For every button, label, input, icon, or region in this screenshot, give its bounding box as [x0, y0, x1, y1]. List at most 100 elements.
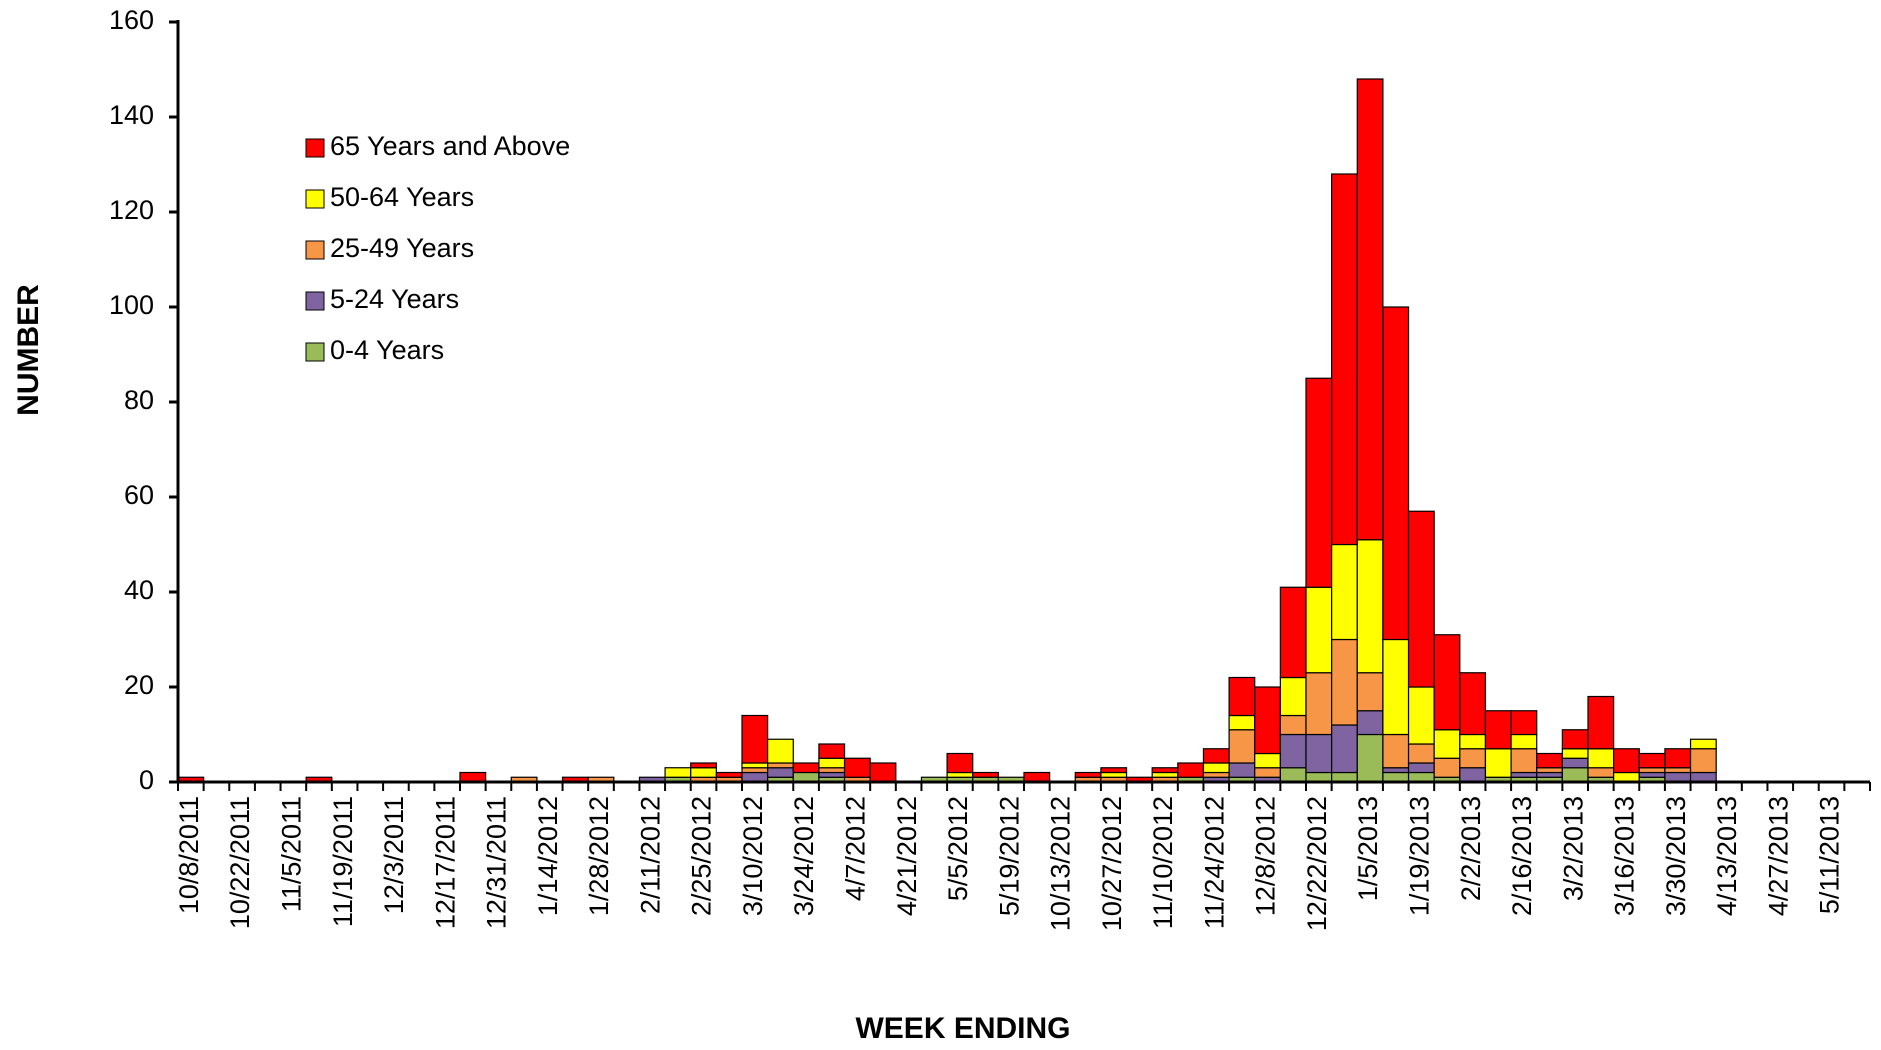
bar-segment: [1689, 748, 1717, 774]
bar-segment: [792, 762, 820, 774]
bar-segment: [1433, 757, 1461, 778]
bar-segment: [1510, 710, 1538, 736]
x-tick-label: 2/25/2012: [687, 796, 717, 916]
bar-segment: [1151, 767, 1179, 774]
bar-segment: [1561, 767, 1589, 783]
bar-segment: [1407, 686, 1435, 745]
bar-segment: [1433, 729, 1461, 759]
x-tick-label: 5/5/2012: [943, 796, 973, 901]
bar-segment: [1279, 767, 1307, 783]
bar-segment: [869, 762, 897, 783]
y-tick-label: 140: [109, 100, 154, 130]
bar-segment: [1407, 743, 1435, 764]
x-tick-label: 12/8/2012: [1251, 796, 1281, 916]
x-tick-label: 10/27/2012: [1097, 796, 1127, 931]
bar-segment: [1407, 510, 1435, 688]
bar-segment: [1356, 710, 1384, 736]
y-tick-label: 0: [139, 765, 154, 795]
bar-segment: [1510, 733, 1538, 750]
bar-segment: [1279, 714, 1307, 736]
x-tick-label: 12/17/2011: [430, 796, 460, 929]
bar-segment: [1510, 748, 1538, 774]
bar-segment: [767, 738, 794, 764]
bar-segment: [1459, 733, 1487, 750]
bar-segment: [1356, 78, 1384, 541]
bar-segment: [1202, 762, 1230, 774]
bar-segment: [1356, 539, 1384, 674]
bar-segment: [1254, 752, 1281, 769]
bar-segment: [715, 771, 743, 778]
bar-segment: [1459, 672, 1487, 736]
bar-segment: [1587, 767, 1615, 778]
bar-segment: [1664, 767, 1692, 774]
bar-segment: [1536, 752, 1563, 769]
bar-segment: [843, 757, 871, 778]
bar-segment: [1382, 767, 1410, 774]
bar-segment: [818, 743, 846, 759]
x-tick-label: 5/11/2013: [1815, 796, 1845, 914]
x-tick-label: 1/5/2013: [1353, 796, 1383, 901]
x-tick-label: 11/19/2011: [328, 796, 358, 927]
bar-segment: [1510, 771, 1538, 778]
legend-label: 5-24 Years: [330, 284, 459, 314]
legend-label: 50-64 Years: [330, 182, 474, 212]
legend-label: 65 Years and Above: [330, 131, 570, 161]
bar-segment: [1331, 638, 1358, 726]
x-tick-label: 3/16/2013: [1610, 796, 1640, 916]
bar-segment: [1100, 767, 1128, 774]
bar-segment: [1331, 173, 1358, 546]
y-tick-label: 60: [124, 480, 154, 510]
bar-segment: [1254, 686, 1281, 755]
bar-segment: [1484, 710, 1512, 750]
x-axis-title: WEEK ENDING: [855, 1012, 1070, 1045]
bar-segment: [1305, 733, 1333, 774]
x-tick-label: 3/10/2012: [738, 796, 768, 916]
bar-segment: [1228, 714, 1256, 731]
bar-segment: [741, 714, 769, 764]
x-tick-label: 3/24/2012: [789, 796, 819, 916]
bar-segment: [767, 767, 794, 778]
bar-segment: [1279, 676, 1307, 717]
bar-segment: [690, 762, 717, 769]
x-tick-label: 12/3/2011: [379, 796, 409, 914]
x-tick-label: 4/21/2012: [892, 796, 922, 916]
x-tick-label: 2/11/2012: [635, 796, 665, 914]
bar-segment: [1356, 733, 1384, 783]
bar-segment: [1331, 724, 1358, 774]
bar-segment: [1459, 748, 1487, 769]
bar-segment: [1100, 771, 1128, 778]
x-tick-label: 11/5/2011: [276, 796, 306, 912]
legend-label: 0-4 Years: [330, 335, 444, 365]
legend-swatch: [305, 291, 325, 311]
bar-segment: [946, 771, 974, 778]
y-tick-label: 80: [124, 385, 154, 415]
bar-segment: [1561, 757, 1589, 769]
y-tick-label: 100: [109, 290, 154, 320]
bar-segment: [1638, 771, 1666, 778]
x-tick-label: 11/10/2012: [1148, 796, 1178, 929]
x-tick-label: 1/19/2013: [1404, 796, 1434, 916]
bar-segment: [690, 767, 717, 778]
bar-segment: [1561, 729, 1589, 750]
bar-segment: [664, 767, 692, 778]
bar-segment: [1382, 638, 1410, 736]
legend-swatch: [305, 342, 325, 362]
bar-segment: [1484, 748, 1512, 778]
legend-label: 25-49 Years: [330, 233, 474, 263]
x-tick-label: 4/7/2012: [840, 796, 870, 901]
x-tick-label: 3/2/2013: [1558, 796, 1588, 901]
bar-segment: [1279, 733, 1307, 769]
y-tick-label: 20: [124, 670, 154, 700]
bar-segment: [1254, 767, 1281, 778]
x-tick-label: 12/22/2012: [1302, 796, 1332, 931]
bar-segment: [1228, 762, 1256, 778]
bar-segment: [946, 752, 974, 774]
x-tick-label: 10/22/2011: [225, 796, 255, 929]
bar-segment: [1613, 748, 1640, 774]
bar-segment: [1433, 634, 1461, 731]
bar-segment: [1459, 767, 1487, 783]
bar-segment: [818, 757, 846, 769]
bar-segment: [1305, 377, 1333, 588]
